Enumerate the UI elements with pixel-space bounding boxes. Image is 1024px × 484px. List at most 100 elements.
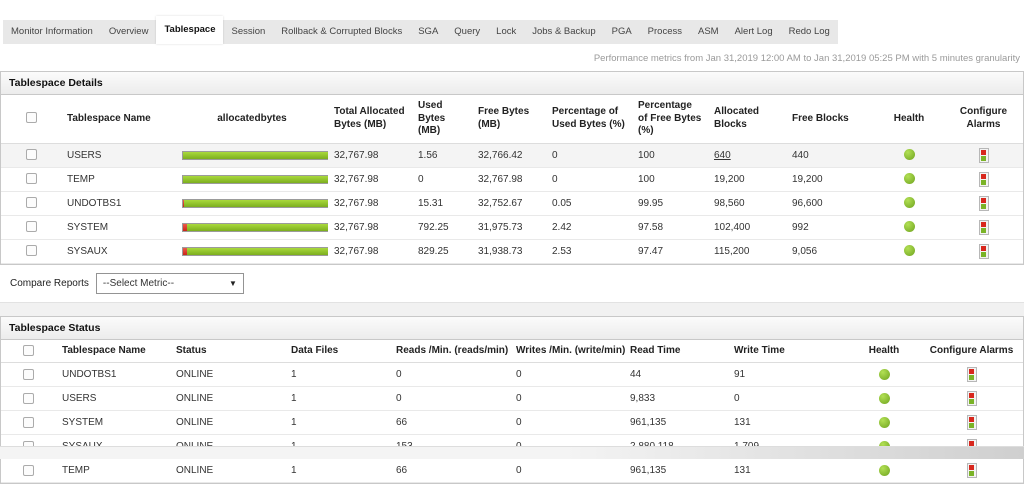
used-bytes: 829.25 [412,239,472,263]
reads-per-min: 66 [390,459,510,483]
tab-sga[interactable]: SGA [410,20,446,44]
allocatedbytes-bar-cell [176,167,328,191]
configure-alarms-icon[interactable] [979,244,989,259]
alarm-red-dot [969,417,974,422]
percentage-free-bytes: 99.95 [632,191,708,215]
allocated-blocks-cell: 115,200 [708,239,786,263]
health-status-icon[interactable] [904,245,915,256]
alarm-green-dot [969,471,974,476]
select-all-checkbox[interactable] [26,112,37,123]
read-time: 9,833 [624,387,728,411]
allocated-blocks-cell: 640 [708,143,786,167]
col-allocatedbytes: allocatedbytes [176,95,328,143]
configure-alarms-icon[interactable] [967,367,977,382]
tab-process[interactable]: Process [640,20,690,44]
row-checkbox[interactable] [26,197,37,208]
tab-jobs-backup[interactable]: Jobs & Backup [524,20,603,44]
used-bytes: 1.56 [412,143,472,167]
row-checkbox[interactable] [26,149,37,160]
data-files: 1 [285,363,390,387]
col-free-blocks: Free Blocks [786,95,874,143]
reads-per-min: 66 [390,411,510,435]
data-files: 1 [285,459,390,483]
health-status-icon[interactable] [879,369,890,380]
tab-pga[interactable]: PGA [604,20,640,44]
total-allocated-bytes: 32,767.98 [328,239,412,263]
health-status-icon[interactable] [879,465,890,476]
configure-alarms-icon[interactable] [967,415,977,430]
tablespace-details-title: Tablespace Details [1,72,1023,95]
alarm-red-dot [981,150,986,155]
row-checkbox[interactable] [23,393,34,404]
configure-alarms-icon[interactable] [979,220,989,235]
section-divider [0,302,1024,316]
health-status-icon[interactable] [879,393,890,404]
tab-redo-log[interactable]: Redo Log [781,20,838,44]
configure-alarms-icon[interactable] [979,148,989,163]
used-bytes: 15.31 [412,191,472,215]
row-checkbox[interactable] [23,465,34,476]
bar-free-segment [184,200,328,207]
tab-alert-log[interactable]: Alert Log [727,20,781,44]
read-time: 44 [624,363,728,387]
row-checkbox[interactable] [26,221,37,232]
tab-lock[interactable]: Lock [488,20,524,44]
free-bytes: 32,767.98 [472,167,546,191]
configure-alarms-icon[interactable] [967,463,977,478]
col-pct-used-bytes: Percentage of Used Bytes (%) [546,95,632,143]
tab-asm[interactable]: ASM [690,20,727,44]
percentage-free-bytes: 97.47 [632,239,708,263]
allocatedbytes-bar-cell [176,191,328,215]
row-checkbox[interactable] [23,369,34,380]
tablespace-name: UNDOTBS1 [56,363,170,387]
tab-query[interactable]: Query [446,20,488,44]
writes-per-min: 0 [510,459,624,483]
select-all-checkbox[interactable] [23,345,34,356]
health-status-icon[interactable] [904,197,915,208]
compare-metric-select[interactable]: --Select Metric-- ▼ [96,273,244,294]
col-status: Status [170,340,285,363]
bar-free-segment [187,248,328,255]
row-checkbox[interactable] [23,417,34,428]
health-status-icon[interactable] [904,173,915,184]
row-checkbox[interactable] [26,173,37,184]
used-bytes: 0 [412,167,472,191]
alarm-green-dot [981,252,986,257]
write-time: 131 [728,411,848,435]
status-value: ONLINE [170,459,285,483]
free-blocks: 992 [786,215,874,239]
alarm-green-dot [981,204,986,209]
health-status-icon[interactable] [904,221,915,232]
configure-alarms-icon[interactable] [979,196,989,211]
tab-rollback-corrupted-blocks[interactable]: Rollback & Corrupted Blocks [273,20,410,44]
row-checkbox[interactable] [26,245,37,256]
tab-monitor-information[interactable]: Monitor Information [3,20,101,44]
bar-free-segment [183,152,328,159]
tab-overview[interactable]: Overview [101,20,157,44]
health-status-icon[interactable] [904,149,915,160]
tab-session[interactable]: Session [223,20,273,44]
allocated-blocks-value: 115,200 [714,246,749,257]
configure-alarms-icon[interactable] [979,172,989,187]
alarm-green-dot [981,156,986,161]
allocated-blocks-value: 102,400 [714,222,750,233]
tab-tablespace[interactable]: Tablespace [156,16,223,44]
writes-per-min: 0 [510,387,624,411]
tablespace-name: SYSTEM [61,215,176,239]
tablespace-name: USERS [56,387,170,411]
configure-alarms-icon[interactable] [967,391,977,406]
percentage-used-bytes: 0 [546,143,632,167]
data-files: 1 [285,411,390,435]
allocated-blocks-link[interactable]: 640 [714,150,731,161]
col-reads-per-min: Reads /Min. (reads/min) [390,340,510,363]
percentage-free-bytes: 100 [632,167,708,191]
allocated-blocks-cell: 98,560 [708,191,786,215]
health-status-icon[interactable] [879,417,890,428]
col-configure-alarms: Configure Alarms [920,340,1023,363]
writes-per-min: 0 [510,411,624,435]
